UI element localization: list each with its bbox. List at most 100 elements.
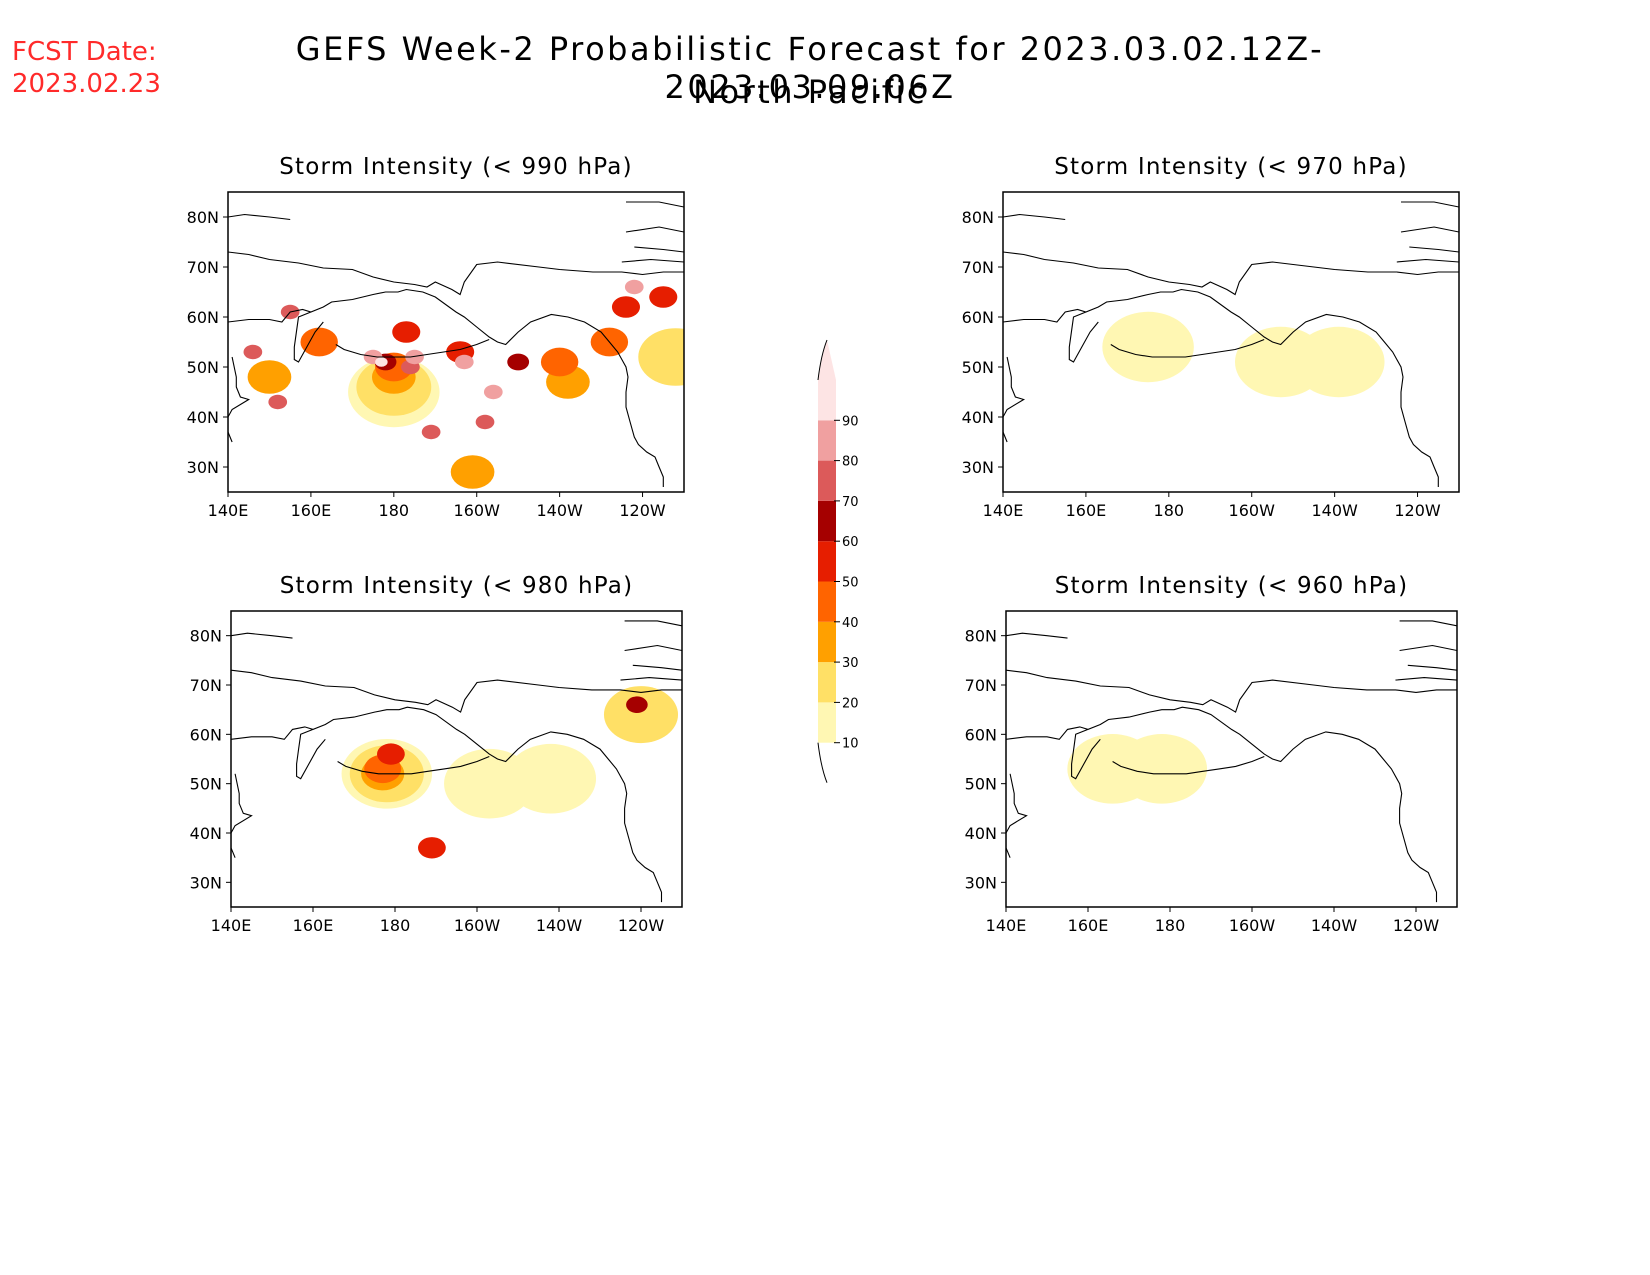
coastline xyxy=(228,288,664,487)
map-panel-4: Storm Intensity (< 960 hPa) 140E 160E 180 16… xyxy=(965,573,1458,935)
colorbar-tick-label: 10 xyxy=(842,737,859,752)
coastline xyxy=(1395,677,1457,681)
y-tick-label: 50N xyxy=(965,775,997,794)
y-tick-label: 60N xyxy=(965,725,997,744)
probability-region xyxy=(626,696,648,714)
coastline xyxy=(1112,755,1265,775)
coastlines xyxy=(1003,201,1459,487)
y-tick-label: 50N xyxy=(187,358,219,377)
y-tick-label: 60N xyxy=(962,308,994,327)
probability-region xyxy=(638,328,684,386)
coastline xyxy=(632,664,682,671)
forecast-date-label: FCST Date: xyxy=(12,37,157,67)
coastline xyxy=(228,213,291,221)
map-frame xyxy=(230,610,683,908)
y-tick-label: 70N xyxy=(190,676,222,695)
probability-field xyxy=(1102,311,1385,398)
map-panel-2: Storm Intensity (< 970 hPa) 140E 160E 180 16… xyxy=(962,154,1460,520)
probability-region xyxy=(392,321,421,343)
y-tick-label: 80N xyxy=(187,208,219,227)
probability-region xyxy=(507,353,530,371)
probability-region xyxy=(540,347,579,377)
x-tick-label: 160W xyxy=(454,916,501,935)
x-tick-label: 140E xyxy=(986,916,1027,935)
coastline xyxy=(293,311,324,363)
probability-region xyxy=(268,394,288,410)
coastline xyxy=(624,620,682,627)
y-tick-label: 40N xyxy=(962,408,994,427)
coastline xyxy=(337,755,490,775)
panel-title: Storm Intensity (< 980 hPa) xyxy=(280,573,634,599)
colorbar-swatch xyxy=(818,581,836,622)
coastline xyxy=(1006,773,1028,858)
coastline xyxy=(620,677,682,681)
probability-region xyxy=(243,344,263,360)
x-tick-label: 180 xyxy=(380,916,411,935)
x-tick-label: 140W xyxy=(536,916,583,935)
x-tick-label: 160E xyxy=(1066,501,1107,520)
coastline xyxy=(1071,728,1101,780)
y-tick-label: 50N xyxy=(190,775,222,794)
colorbar-cap-bottom xyxy=(817,742,828,783)
coastline xyxy=(1400,226,1459,233)
probability-field xyxy=(1067,734,1208,804)
map-frame xyxy=(1002,191,1460,493)
colorbar-tick-label: 80 xyxy=(842,455,859,470)
y-tick-label: 70N xyxy=(962,258,994,277)
y-tick-label: 70N xyxy=(187,258,219,277)
panel-title: Storm Intensity (< 970 hPa) xyxy=(1054,154,1408,180)
probability-region xyxy=(611,296,641,318)
x-tick-label: 120W xyxy=(1394,501,1441,520)
coastline xyxy=(634,246,684,253)
x-tick-label: 160W xyxy=(1229,501,1276,520)
coastline xyxy=(1399,620,1457,627)
x-tick-label: 160E xyxy=(1068,916,1109,935)
coastline xyxy=(296,728,326,780)
colorbar-swatch xyxy=(818,420,836,461)
panel-title: Storm Intensity (< 990 hPa) xyxy=(279,154,633,180)
probability-region xyxy=(421,424,441,440)
coastline xyxy=(1006,706,1438,903)
coastline xyxy=(335,338,490,358)
y-tick-label: 60N xyxy=(190,725,222,744)
coastline xyxy=(625,226,684,233)
probability-region xyxy=(450,455,495,489)
colorbar-tick-label: 50 xyxy=(842,576,859,591)
coastline xyxy=(231,632,293,639)
x-tick-label: 140W xyxy=(1311,916,1358,935)
colorbar-tick-label: 60 xyxy=(842,535,859,550)
y-tick-label: 80N xyxy=(965,627,997,646)
coastline xyxy=(624,644,682,652)
x-tick-label: 120W xyxy=(1393,916,1440,935)
colorbar: 10 20 30 40 50 60 70 80 90 xyxy=(817,339,859,783)
coastline xyxy=(1003,251,1459,296)
y-tick-label: 40N xyxy=(190,824,222,843)
probability-region xyxy=(505,743,597,814)
coastline xyxy=(231,706,663,903)
coastlines xyxy=(231,620,682,903)
coastline xyxy=(228,356,251,443)
probability-field xyxy=(243,279,684,489)
colorbar-swatch xyxy=(818,541,836,582)
colorbar-tick-label: 20 xyxy=(842,696,859,711)
map-frame xyxy=(1005,610,1458,908)
colorbar-swatch xyxy=(818,460,836,501)
y-tick-label: 80N xyxy=(962,208,994,227)
coastline xyxy=(228,251,684,296)
y-tick-label: 70N xyxy=(965,676,997,695)
x-tick-label: 140E xyxy=(208,501,249,520)
colorbar-tick-label: 30 xyxy=(842,656,859,671)
colorbar-edge-top xyxy=(817,339,828,381)
colorbar-swatch xyxy=(818,500,836,542)
x-tick-label: 180 xyxy=(1154,501,1185,520)
y-tick-label: 30N xyxy=(965,873,997,892)
map-frame xyxy=(227,191,685,493)
coastline xyxy=(231,669,682,713)
probability-region xyxy=(1116,734,1208,804)
y-tick-label: 60N xyxy=(187,308,219,327)
probability-region xyxy=(1102,311,1194,383)
coastline xyxy=(1396,258,1459,263)
x-tick-label: 120W xyxy=(618,916,665,935)
coastline xyxy=(1409,246,1459,253)
